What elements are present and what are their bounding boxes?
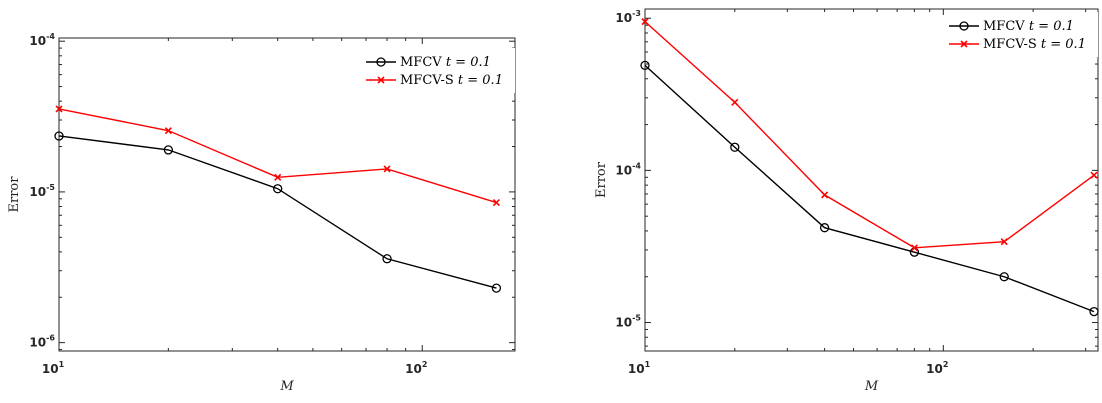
y-axis-label: Error	[594, 161, 609, 198]
y-tick-label: 10-5	[615, 314, 641, 330]
y-tick-label: 10-3	[615, 9, 641, 25]
y-axis-label: Error	[7, 176, 22, 213]
series-line-mfcv	[645, 65, 1094, 311]
legend-entry-mfcv: MFCV t = 0.1	[983, 19, 1074, 34]
x-tick-label: 101	[42, 360, 65, 376]
x-axis-label: M	[864, 379, 879, 394]
legend-entry-mfcv-s: MFCV-S t = 0.1	[400, 73, 503, 88]
axes-box	[645, 9, 1098, 351]
x-tick-label: 101	[628, 360, 651, 376]
left-chart-panel: 101 102 10-6 10-5 10-4 M Error MFCV t = 0.1 MFCV…	[7, 32, 515, 394]
y-tick-label: 10-6	[29, 334, 55, 350]
y-tick-label: 10-4	[29, 32, 55, 48]
series-line-mfcv	[59, 136, 496, 288]
x-axis-label: M	[279, 379, 294, 394]
y-tick-label: 10-4	[615, 161, 641, 177]
data-point-mfcv-s	[1091, 172, 1097, 178]
data-point-mfcv-s	[732, 99, 738, 105]
right-chart-panel: 101 102 10-5 10-4 10-3 M Error MFCV t = 0.1 MFCV…	[594, 9, 1098, 394]
x-tick-label: 102	[926, 360, 948, 376]
legend-entry-mfcv-s: MFCV-S t = 0.1	[983, 37, 1086, 52]
x-tick-label: 102	[405, 360, 427, 376]
y-tick-label: 10-5	[29, 183, 55, 199]
legend-entry-mfcv: MFCV t = 0.1	[400, 55, 491, 70]
data-point-mfcv-s	[822, 192, 828, 198]
